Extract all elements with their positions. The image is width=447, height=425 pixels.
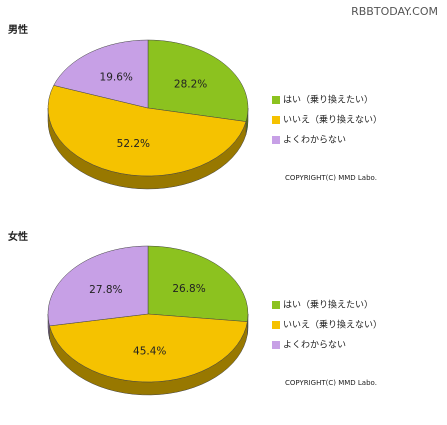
value-label: 45.4% bbox=[133, 345, 166, 357]
pie-slice bbox=[47, 245, 149, 327]
legend-swatch bbox=[272, 116, 280, 124]
pie-slice bbox=[53, 39, 149, 109]
value-label: 26.8% bbox=[172, 283, 205, 295]
legend-swatch bbox=[272, 96, 280, 104]
legend-label: いいえ（乗り換えない） bbox=[283, 114, 382, 126]
pie-slice bbox=[147, 39, 249, 122]
legend-swatch bbox=[272, 136, 280, 144]
copyright: COPYRIGHT(C) MMD Labo. bbox=[285, 379, 377, 387]
chart-title: 女性 bbox=[8, 230, 28, 243]
legend-swatch bbox=[272, 321, 280, 329]
legend-label: よくわからない bbox=[283, 135, 346, 146]
legend-label: はい（乗り換えたい） bbox=[283, 299, 373, 311]
legend-label: はい（乗り換えたい） bbox=[283, 94, 373, 106]
legend-swatch bbox=[272, 341, 280, 349]
value-label: 52.2% bbox=[117, 138, 150, 150]
pie-slice bbox=[47, 85, 247, 177]
legend-label: よくわからない bbox=[283, 340, 346, 351]
value-label: 27.8% bbox=[89, 284, 122, 296]
pie-slice bbox=[49, 313, 248, 383]
pie-slice bbox=[147, 245, 249, 322]
watermark: RBBTODAY.COM bbox=[351, 5, 438, 18]
copyright: COPYRIGHT(C) MMD Labo. bbox=[285, 174, 377, 182]
legend-label: いいえ（乗り換えない） bbox=[283, 319, 382, 331]
legend-swatch bbox=[272, 301, 280, 309]
value-label: 19.6% bbox=[100, 71, 133, 83]
value-label: 28.2% bbox=[174, 78, 207, 90]
chart-title: 男性 bbox=[8, 23, 28, 36]
